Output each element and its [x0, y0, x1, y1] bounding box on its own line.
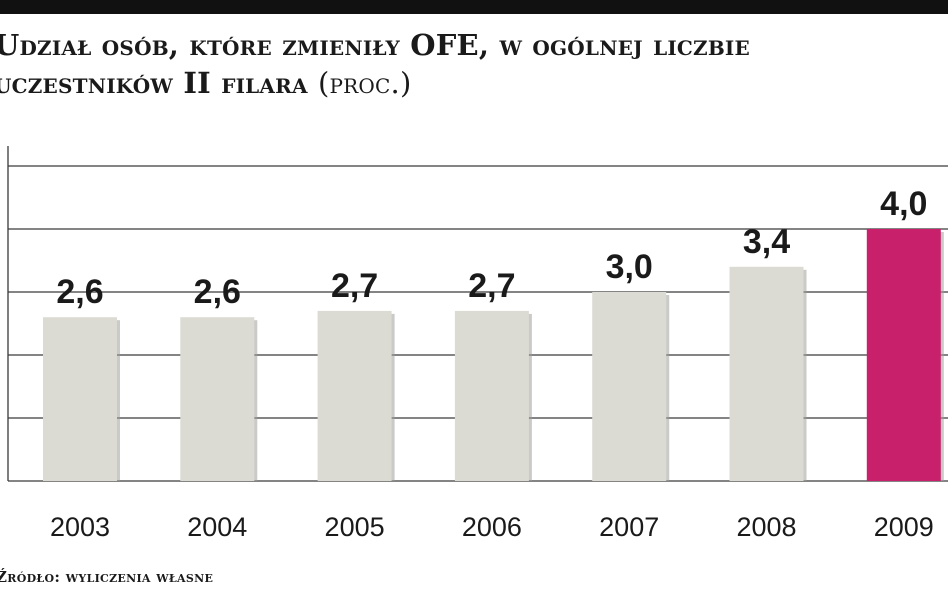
x-tick-label: 2009	[874, 512, 934, 542]
bar	[317, 310, 392, 481]
header-bar	[0, 0, 948, 14]
chart-title-line-2: uczestników II filara (proc.)	[0, 66, 411, 100]
data-label: 2,6	[56, 273, 103, 311]
data-label: 2,7	[468, 267, 515, 305]
bar	[454, 310, 529, 481]
data-label: 4,0	[880, 185, 927, 223]
chart-title-line-1: Udział osób, które zmieniły OFE, w ogóln…	[0, 28, 750, 62]
data-label: 2,6	[194, 273, 241, 311]
source-note: Źródło: wyliczenia własne	[0, 568, 214, 586]
x-tick-label: 2003	[50, 512, 110, 542]
chart-title-line-2-text: uczestników II filara	[0, 66, 308, 100]
chart-unit: (proc.)	[318, 66, 412, 100]
data-label: 3,0	[606, 248, 653, 286]
x-tick-label: 2008	[736, 512, 796, 542]
data-label: 2,7	[331, 267, 378, 305]
x-tick-label: 2006	[462, 512, 522, 542]
x-tick-label: 2007	[599, 512, 659, 542]
x-tick-label: 2005	[325, 512, 385, 542]
bar-highlighted	[866, 229, 941, 481]
bar	[729, 266, 804, 481]
data-label: 3,4	[743, 223, 790, 261]
x-tick-label: 2004	[187, 512, 247, 542]
bar	[180, 317, 255, 481]
bar	[43, 317, 117, 481]
bar	[592, 292, 667, 481]
